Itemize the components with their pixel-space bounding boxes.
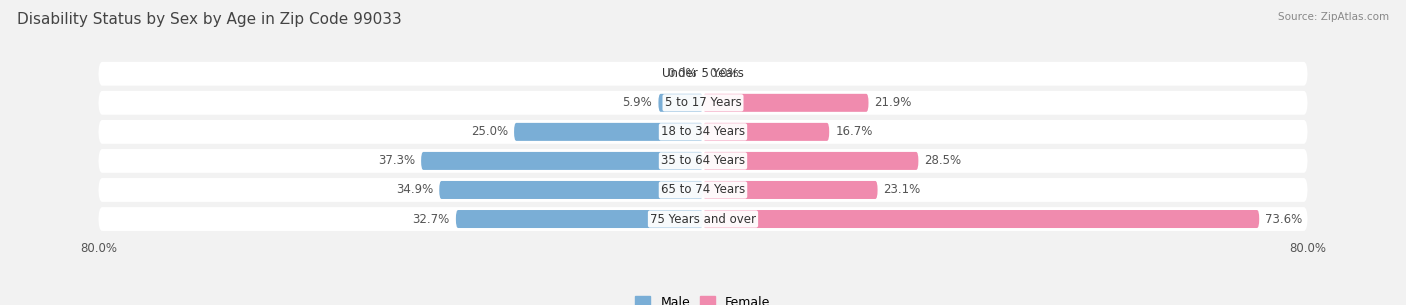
FancyBboxPatch shape <box>98 120 1308 144</box>
Legend: Male, Female: Male, Female <box>636 296 770 305</box>
Text: Disability Status by Sex by Age in Zip Code 99033: Disability Status by Sex by Age in Zip C… <box>17 12 402 27</box>
FancyBboxPatch shape <box>98 178 1308 202</box>
Text: Under 5 Years: Under 5 Years <box>662 67 744 80</box>
Text: 32.7%: 32.7% <box>412 213 450 225</box>
Text: 0.0%: 0.0% <box>709 67 738 80</box>
Text: 21.9%: 21.9% <box>875 96 912 109</box>
FancyBboxPatch shape <box>98 149 1308 173</box>
Text: 5.9%: 5.9% <box>623 96 652 109</box>
FancyBboxPatch shape <box>703 210 1260 228</box>
Text: 35 to 64 Years: 35 to 64 Years <box>661 154 745 167</box>
FancyBboxPatch shape <box>98 62 1308 86</box>
FancyBboxPatch shape <box>422 152 703 170</box>
FancyBboxPatch shape <box>703 123 830 141</box>
Text: 28.5%: 28.5% <box>924 154 962 167</box>
FancyBboxPatch shape <box>439 181 703 199</box>
FancyBboxPatch shape <box>658 94 703 112</box>
FancyBboxPatch shape <box>456 210 703 228</box>
Text: 73.6%: 73.6% <box>1265 213 1302 225</box>
FancyBboxPatch shape <box>703 152 918 170</box>
Text: 23.1%: 23.1% <box>883 184 921 196</box>
FancyBboxPatch shape <box>98 91 1308 115</box>
Text: 16.7%: 16.7% <box>835 125 873 138</box>
FancyBboxPatch shape <box>98 207 1308 231</box>
FancyBboxPatch shape <box>703 181 877 199</box>
Text: 37.3%: 37.3% <box>378 154 415 167</box>
Text: Source: ZipAtlas.com: Source: ZipAtlas.com <box>1278 12 1389 22</box>
Text: 34.9%: 34.9% <box>396 184 433 196</box>
FancyBboxPatch shape <box>515 123 703 141</box>
Text: 0.0%: 0.0% <box>668 67 697 80</box>
Text: 65 to 74 Years: 65 to 74 Years <box>661 184 745 196</box>
Text: 75 Years and over: 75 Years and over <box>650 213 756 225</box>
Text: 18 to 34 Years: 18 to 34 Years <box>661 125 745 138</box>
Text: 25.0%: 25.0% <box>471 125 508 138</box>
FancyBboxPatch shape <box>703 94 869 112</box>
Text: 5 to 17 Years: 5 to 17 Years <box>665 96 741 109</box>
